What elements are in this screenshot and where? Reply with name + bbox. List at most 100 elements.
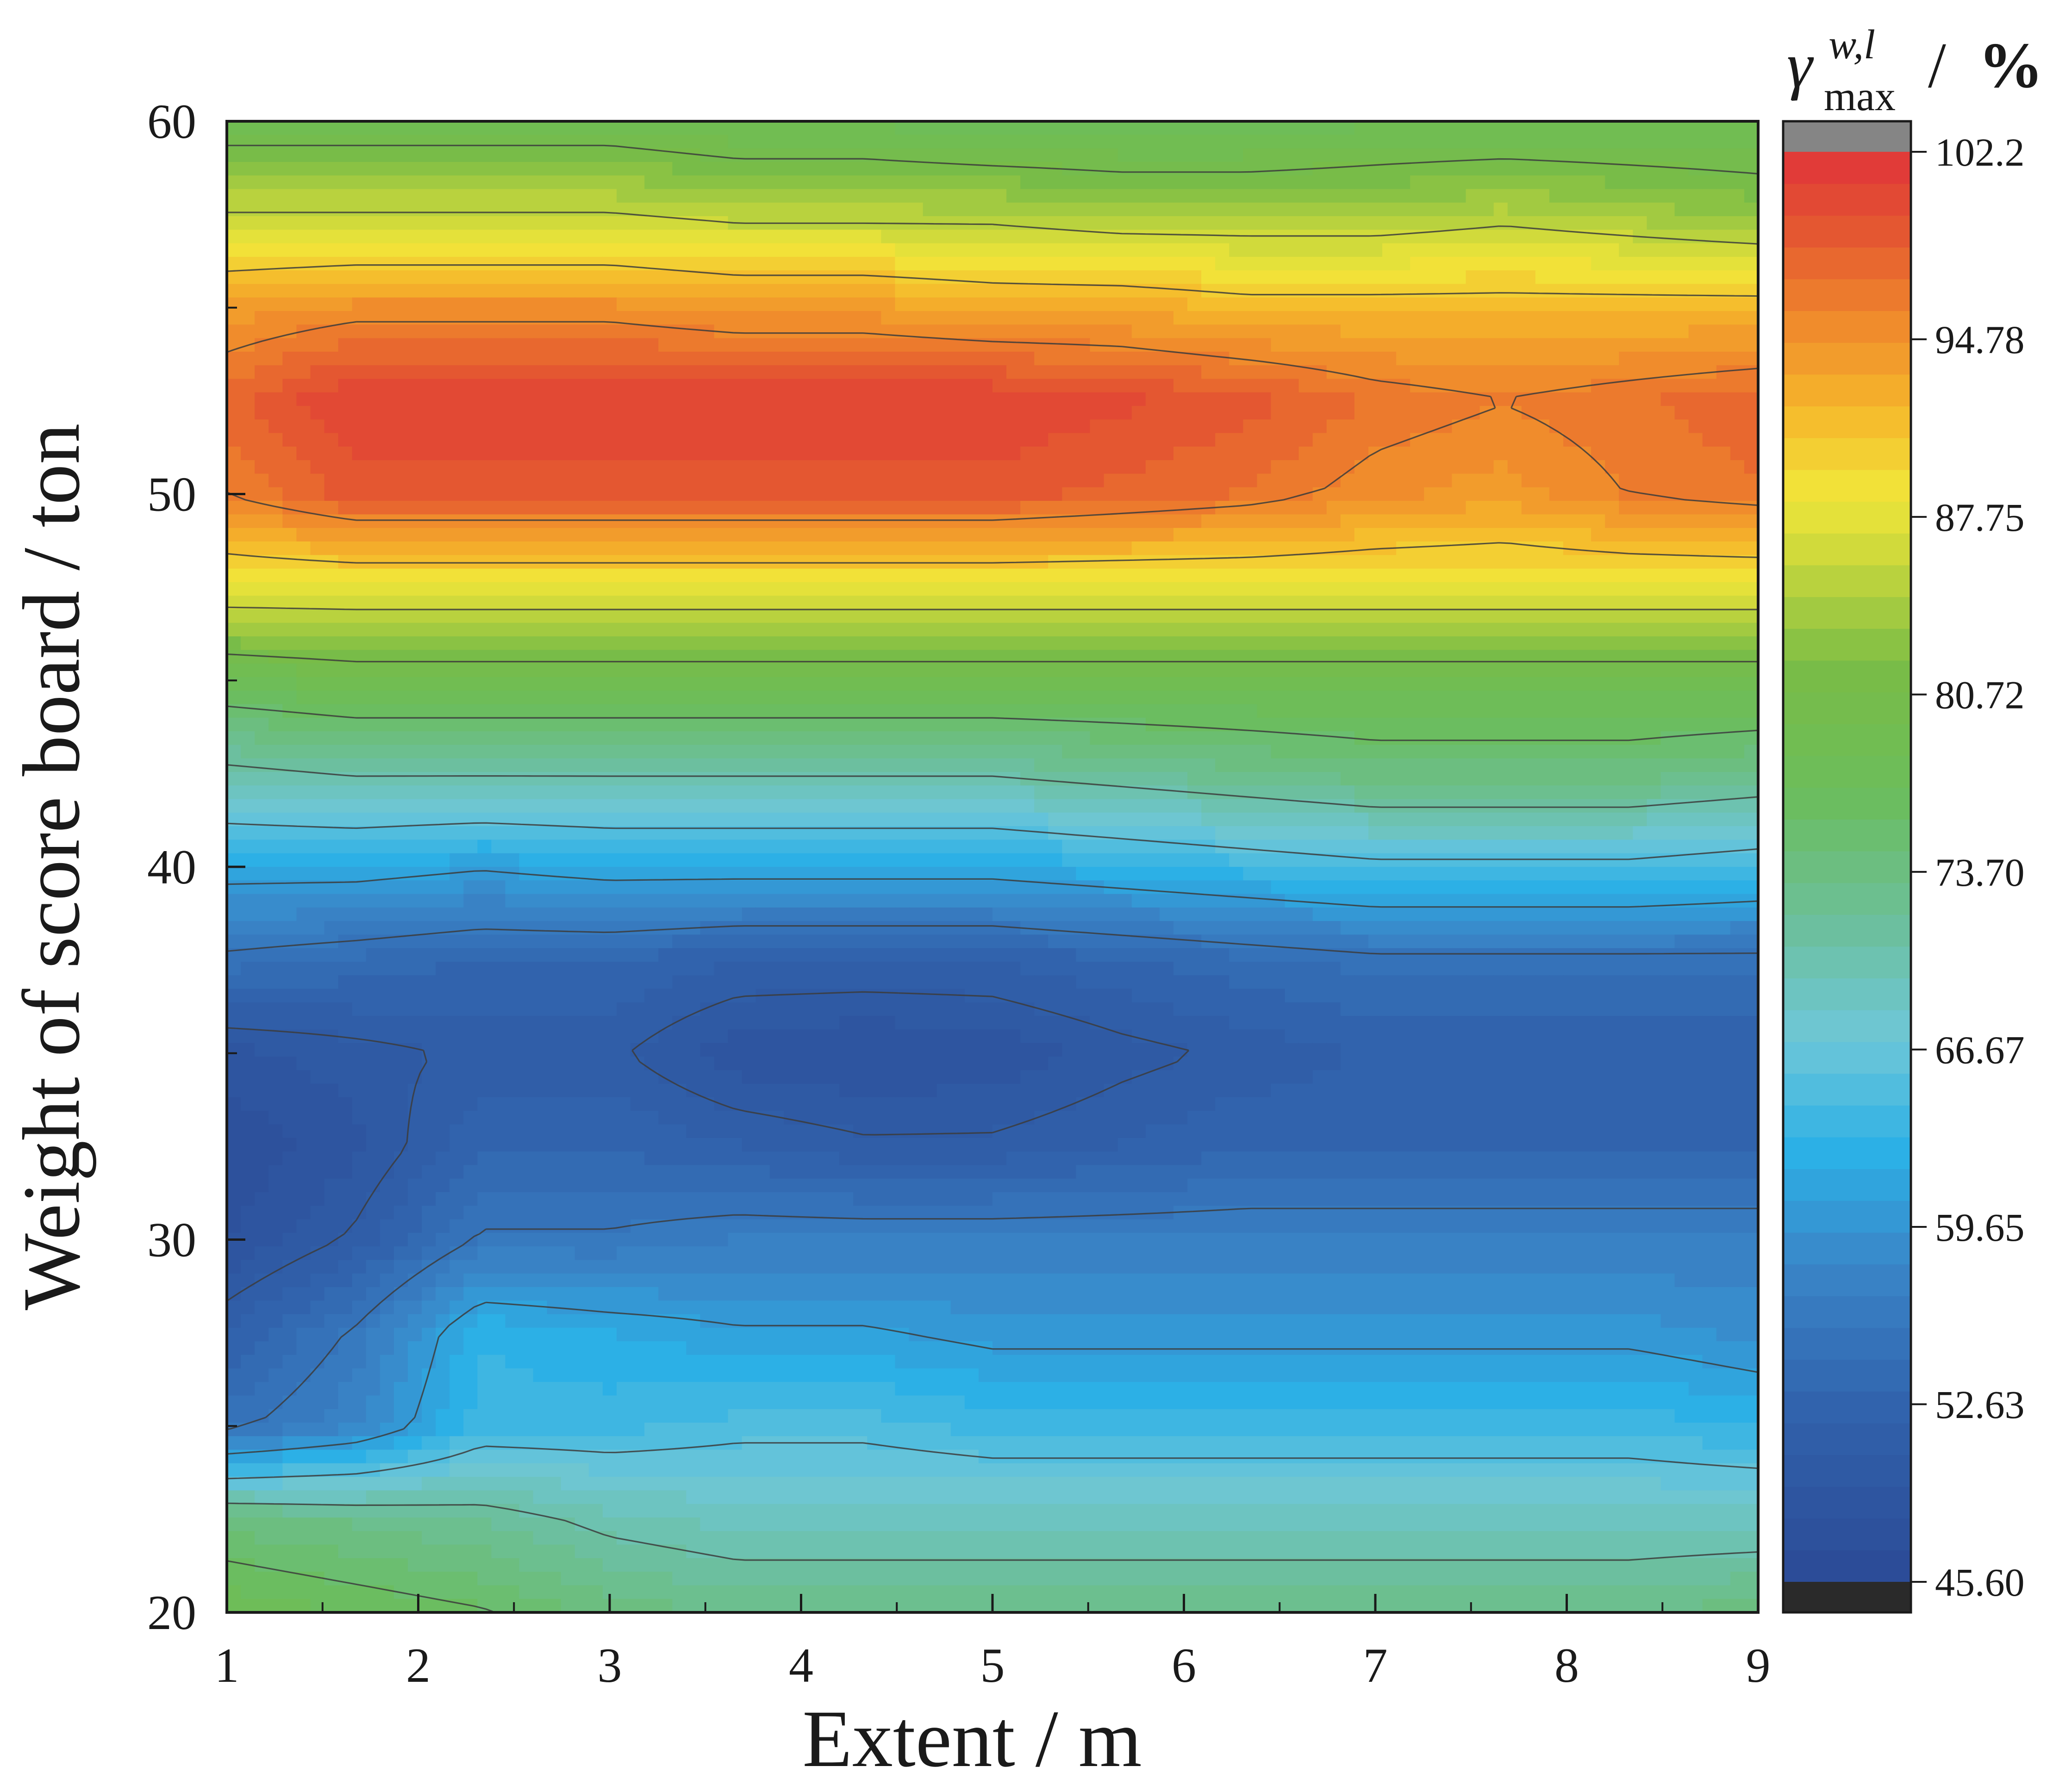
contour-cell bbox=[1048, 541, 1062, 555]
contour-cell bbox=[1368, 433, 1383, 447]
contour-cell bbox=[1146, 433, 1160, 447]
contour-cell bbox=[1243, 352, 1257, 366]
contour-cell bbox=[881, 189, 895, 203]
contour-cell bbox=[1410, 514, 1424, 528]
contour-cell bbox=[1438, 636, 1452, 650]
contour-cell bbox=[1633, 474, 1647, 488]
contour-cell bbox=[1480, 447, 1494, 460]
contour-cell bbox=[1633, 284, 1647, 298]
contour-cell bbox=[1201, 447, 1216, 460]
contour-cell bbox=[1452, 501, 1466, 515]
contour-cell bbox=[1076, 149, 1090, 162]
contour-cell bbox=[1744, 677, 1759, 691]
contour-cell bbox=[728, 718, 743, 732]
contour-cell bbox=[1675, 609, 1689, 623]
contour-cell bbox=[227, 406, 241, 420]
contour-cell bbox=[1243, 284, 1257, 298]
contour-cell bbox=[630, 487, 645, 501]
contour-cell bbox=[1396, 189, 1410, 203]
contour-cell bbox=[380, 243, 394, 257]
contour-cell bbox=[784, 121, 798, 135]
contour-cell bbox=[867, 664, 881, 678]
contour-cell bbox=[1313, 379, 1327, 393]
contour-cell bbox=[1299, 718, 1313, 732]
contour-cell bbox=[714, 460, 729, 474]
contour-cell bbox=[1048, 379, 1062, 393]
contour-cell bbox=[352, 243, 367, 257]
contour-cell bbox=[1062, 636, 1076, 650]
contour-cell bbox=[1605, 365, 1619, 379]
contour-cell bbox=[352, 162, 367, 176]
contour-cell bbox=[394, 175, 408, 189]
contour-cell bbox=[798, 392, 812, 406]
contour-cell bbox=[1466, 514, 1480, 528]
contour-cell bbox=[1675, 501, 1689, 515]
contour-cell bbox=[394, 338, 408, 352]
contour-cell bbox=[1243, 175, 1257, 189]
contour-cell bbox=[1396, 243, 1410, 257]
contour-cell bbox=[1577, 121, 1591, 135]
contour-cell bbox=[1619, 569, 1633, 583]
contour-cell bbox=[366, 338, 381, 352]
contour-cell bbox=[853, 203, 867, 217]
contour-cell bbox=[853, 555, 867, 569]
contour-cell bbox=[1633, 338, 1647, 352]
contour-cell bbox=[422, 406, 436, 420]
contour-cell bbox=[1605, 311, 1619, 325]
contour-cell bbox=[436, 569, 450, 583]
contour-cell bbox=[853, 664, 867, 678]
contour-cell bbox=[1438, 324, 1452, 338]
contour-cell bbox=[770, 609, 784, 623]
contour-cell bbox=[325, 623, 339, 637]
contour-cell bbox=[603, 447, 617, 460]
contour-cell bbox=[672, 406, 687, 420]
contour-cell bbox=[1173, 338, 1188, 352]
contour-cell bbox=[491, 501, 506, 515]
contour-cell bbox=[1285, 243, 1299, 257]
contour-cell bbox=[1396, 230, 1410, 243]
contour-cell bbox=[1299, 121, 1313, 135]
contour-cell bbox=[1257, 474, 1271, 488]
contour-cell bbox=[1716, 623, 1731, 637]
contour-cell bbox=[1660, 433, 1675, 447]
contour-cell bbox=[1048, 664, 1062, 678]
contour-cell bbox=[463, 230, 478, 243]
contour-cell bbox=[589, 569, 603, 583]
contour-cell bbox=[1438, 664, 1452, 678]
contour-cell bbox=[644, 460, 659, 474]
contour-cell bbox=[1410, 203, 1424, 217]
contour-cell bbox=[1313, 528, 1327, 542]
contour-cell bbox=[1006, 704, 1021, 718]
contour-cell bbox=[1034, 298, 1048, 311]
contour-cell bbox=[338, 596, 353, 610]
contour-cell bbox=[1243, 311, 1257, 325]
contour-cell bbox=[477, 149, 492, 162]
contour-cell bbox=[1341, 216, 1355, 230]
contour-cell bbox=[1062, 501, 1076, 515]
contour-cell bbox=[617, 501, 631, 515]
contour-cell bbox=[1689, 474, 1703, 488]
contour-cell bbox=[589, 311, 603, 325]
contour-cell bbox=[1535, 135, 1550, 149]
contour-cell bbox=[1048, 474, 1062, 488]
contour-cell bbox=[1480, 270, 1494, 284]
contour-cell bbox=[366, 203, 381, 217]
contour-cell bbox=[1494, 270, 1508, 284]
contour-cell bbox=[1020, 623, 1035, 637]
contour-cell bbox=[1744, 379, 1759, 393]
contour-cell bbox=[1591, 243, 1605, 257]
contour-cell bbox=[1313, 121, 1327, 135]
contour-cell bbox=[1660, 352, 1675, 366]
contour-cell bbox=[1271, 406, 1285, 420]
contour-cell bbox=[1215, 596, 1229, 610]
contour-cell bbox=[1173, 392, 1188, 406]
contour-cell bbox=[1271, 664, 1285, 678]
contour-cell bbox=[1299, 298, 1313, 311]
contour-cell bbox=[533, 501, 548, 515]
contour-cell bbox=[1466, 121, 1480, 135]
contour-cell bbox=[1647, 135, 1661, 149]
contour-cell bbox=[1466, 609, 1480, 623]
contour-cell bbox=[839, 555, 854, 569]
contour-cell bbox=[1577, 365, 1591, 379]
contour-cell bbox=[1452, 298, 1466, 311]
